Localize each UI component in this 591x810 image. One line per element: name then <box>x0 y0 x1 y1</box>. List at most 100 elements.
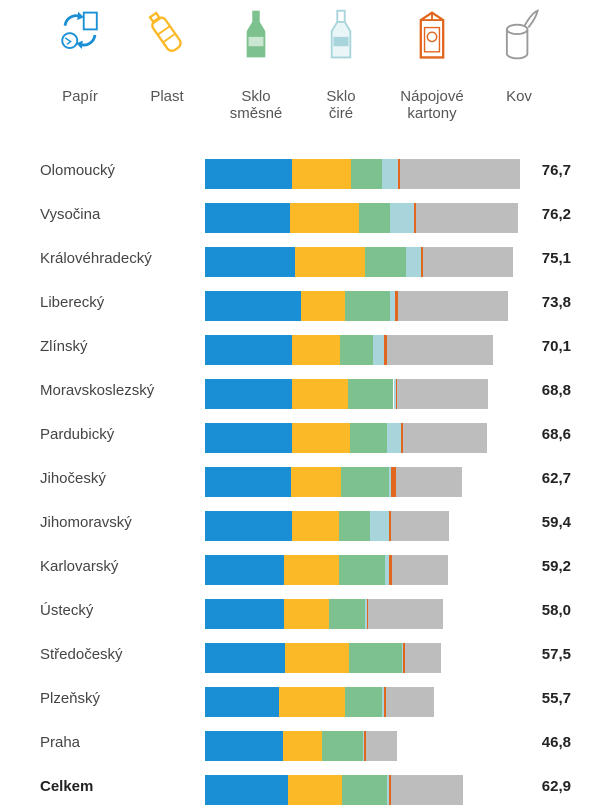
bar-segment-glass_mixed <box>338 555 386 585</box>
bar-segment-glass_clear <box>388 467 392 497</box>
bar-segment-metal <box>391 511 449 541</box>
bar-segment-glass_mixed <box>349 643 402 673</box>
bar-row: Olomoucký 76,7 <box>0 150 591 194</box>
plastic-bottle-icon <box>148 11 182 53</box>
bar-segment-plastic <box>291 511 340 541</box>
bar-row: Plzeňský 55,7 <box>0 678 591 722</box>
total-value-label: 57,5 <box>541 646 571 663</box>
bar-segment-cartons <box>367 599 369 629</box>
bar-segment-paper <box>205 467 291 497</box>
bar-segment-metal <box>390 775 464 805</box>
bar-segment-glass_clear <box>372 335 385 365</box>
category-label: Středočeský <box>40 646 123 663</box>
category-label: Praha <box>40 734 81 751</box>
bar-row: Ústecký 58,0 <box>0 590 591 634</box>
beverage-carton-icon <box>419 11 445 59</box>
bar-segment-glass_mixed <box>359 203 391 233</box>
bar-segment-cartons <box>397 159 400 189</box>
bar-segment-paper <box>205 687 280 717</box>
category-label: Zlínský <box>40 338 88 355</box>
bar-segment-plastic <box>289 203 359 233</box>
stacked-bar <box>205 511 449 541</box>
bar-row: Praha 46,8 <box>0 722 591 766</box>
bar-segment-metal <box>365 731 398 761</box>
clear-glass-bottle-icon <box>330 9 352 59</box>
bar-segment-plastic <box>301 291 345 321</box>
stacked-bar <box>205 731 398 761</box>
legend-item-glass_mixed: Sklo směsné <box>216 0 296 122</box>
bar-segment-metal <box>392 555 449 585</box>
bar-segment-cartons <box>389 511 392 541</box>
bar-segment-glass_mixed <box>350 159 382 189</box>
total-value-label: 75,1 <box>541 250 571 267</box>
bar-segment-glass_clear <box>365 599 368 629</box>
bar-row: Pardubický 68,6 <box>0 414 591 458</box>
bar-segment-glass_mixed <box>365 247 406 277</box>
stacked-bar <box>205 203 518 233</box>
bar-segment-glass_clear <box>381 159 398 189</box>
total-value-label: 46,8 <box>541 734 571 751</box>
bar-segment-glass_mixed <box>339 511 370 541</box>
legend-label: Papír <box>62 88 98 105</box>
bar-row: Karlovarský 59,2 <box>0 546 591 590</box>
bar-segment-paper <box>205 247 295 277</box>
category-label: Plzeňský <box>40 690 101 707</box>
bar-segment-cartons <box>395 379 397 409</box>
bar-segment-plastic <box>282 731 323 761</box>
total-value-label: 62,7 <box>541 470 571 487</box>
bar-segment-cartons <box>384 335 387 365</box>
bar-segment-metal <box>386 687 434 717</box>
total-value-label: 73,8 <box>541 294 571 311</box>
legend-item-cartons: Nápojové kartony <box>392 0 472 122</box>
bar-segment-glass_mixed <box>344 291 391 321</box>
bar-segment-paper <box>205 379 293 409</box>
stacked-bar <box>205 423 487 453</box>
total-value-label: 70,1 <box>541 338 571 355</box>
category-label: Jihočeský <box>40 470 106 487</box>
bar-segment-glass_clear <box>385 555 389 585</box>
stacked-bar <box>205 599 444 629</box>
total-value-label: 59,4 <box>541 514 571 531</box>
bar-segment-plastic <box>284 555 339 585</box>
bar-row: Středočeský 57,5 <box>0 634 591 678</box>
stacked-bar <box>205 159 520 189</box>
legend-item-glass_clear: Sklo čiré <box>301 0 381 122</box>
metal-can-icon <box>505 9 539 60</box>
bar-segment-glass_mixed <box>341 775 387 805</box>
total-value-label: 59,2 <box>541 558 571 575</box>
total-value-label: 76,2 <box>541 206 571 223</box>
bar-segment-paper <box>205 731 283 761</box>
category-label: Liberecký <box>40 294 105 311</box>
total-value-label: 58,0 <box>541 602 571 619</box>
bar-segment-glass_clear <box>362 731 364 761</box>
bar-row: Vysočina 76,2 <box>0 194 591 238</box>
category-label: Pardubický <box>40 426 115 443</box>
bar-segment-glass_clear <box>390 203 414 233</box>
category-label: Celkem <box>40 778 94 795</box>
bar-segment-glass_clear <box>386 423 401 453</box>
legend-label: Sklo směsné <box>229 88 283 122</box>
bar-segment-plastic <box>292 335 341 365</box>
bar-segment-glass_clear <box>369 511 390 541</box>
bar-row: Jihomoravský 59,4 <box>0 502 591 546</box>
bar-segment-cartons <box>388 775 391 805</box>
total-value-label: 76,7 <box>541 162 571 179</box>
bar-segment-glass_clear <box>401 643 403 673</box>
category-label: Ústecký <box>40 602 94 619</box>
stacked-bar <box>205 555 449 585</box>
category-label: Jihomoravský <box>40 514 132 531</box>
bar-segment-plastic <box>294 247 366 277</box>
bar-segment-metal <box>403 423 487 453</box>
legend: Papír Plast Sklo směsné Sklo čiré Nápojové k… <box>0 0 591 140</box>
legend-label: Nápojové kartony <box>400 88 464 122</box>
stacked-bar <box>205 643 442 673</box>
stacked-bar <box>205 467 463 497</box>
bar-segment-metal <box>405 643 442 673</box>
bar-segment-cartons <box>391 467 396 497</box>
bar-segment-paper <box>205 643 286 673</box>
legend-label: Sklo čiré <box>326 88 356 122</box>
bar-segment-plastic <box>292 379 348 409</box>
bar-row: Zlínský 70,1 <box>0 326 591 370</box>
bar-segment-glass_clear <box>393 379 396 409</box>
bar-segment-glass_mixed <box>341 467 389 497</box>
